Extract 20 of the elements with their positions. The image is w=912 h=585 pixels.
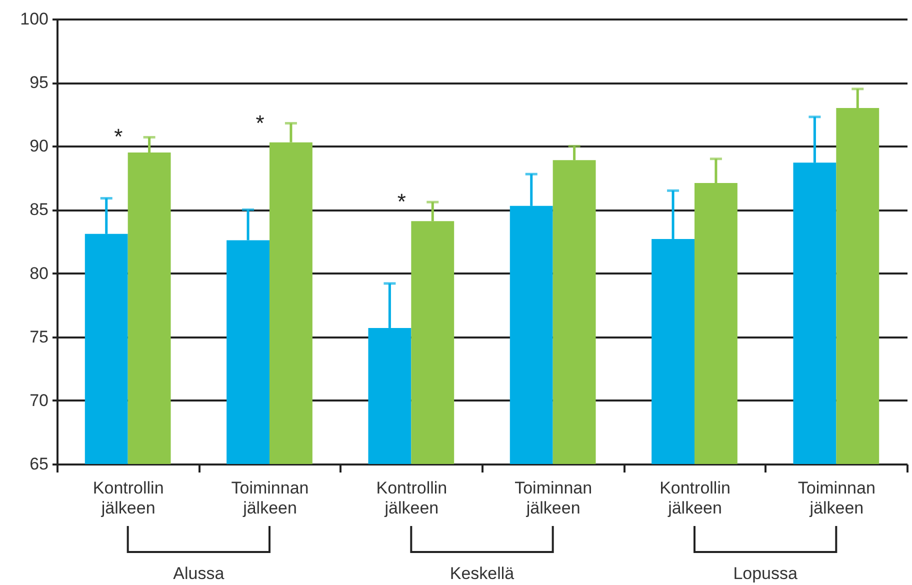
y-tick-label: 95 (30, 73, 48, 92)
annotation: * (256, 110, 265, 136)
annotation: * (397, 189, 406, 214)
y-tick-label: 70 (30, 390, 48, 410)
y-tick-label: 90 (30, 136, 48, 156)
x-tick-label: Toiminnan jälkeen (231, 478, 309, 518)
annotation: * (114, 124, 124, 150)
x-tick-label: Kontrollin jälkeen (660, 478, 730, 518)
x-tick-label: Kontrollin jälkeen (376, 478, 448, 518)
y-tick-label: 75 (30, 327, 48, 346)
x-tick-label: Kontrollin jälkeen (92, 478, 164, 518)
text: Keskellä (450, 564, 515, 583)
text: Alussa (173, 564, 225, 583)
text: Lopussa (733, 564, 798, 583)
x-tick-label: Toiminnan jälkeen (514, 478, 592, 518)
y-tick-label: 85 (30, 200, 48, 220)
y-tick-label: 80 (30, 264, 48, 283)
x-tick-label: Toiminnan jälkeen (798, 478, 876, 518)
y-tick-label: 65 (30, 454, 48, 474)
y-tick-label: 100 (20, 10, 48, 28)
